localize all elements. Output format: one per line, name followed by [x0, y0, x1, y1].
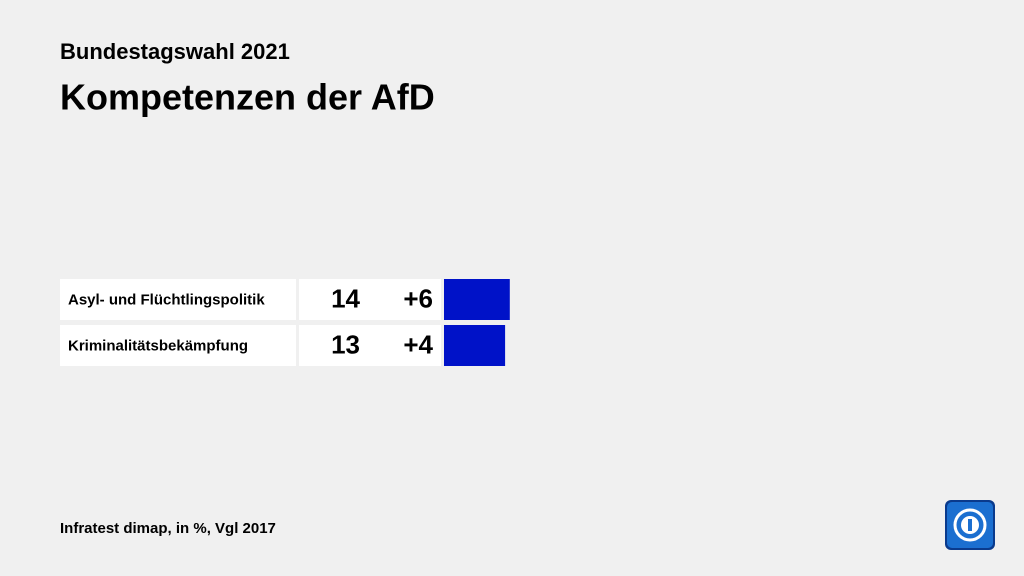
value-label: 14 — [331, 283, 360, 313]
change-label: +6 — [403, 283, 433, 313]
chart-subtitle: Bundestagswahl 2021 — [60, 39, 290, 64]
logo — [945, 500, 995, 550]
category-label: Asyl- und Flüchtlingspolitik — [68, 291, 265, 308]
value-cell — [299, 325, 441, 366]
label-cell — [60, 325, 296, 366]
category-label: Kriminalitätsbekämpfung — [68, 337, 248, 354]
chart-title: Kompetenzen der AfD — [60, 77, 435, 118]
bar — [444, 279, 510, 320]
change-label: +4 — [403, 329, 433, 359]
source: Infratest dimap, in %, Vgl 2017 — [60, 520, 276, 537]
label-cell — [60, 279, 296, 320]
value-cell — [299, 279, 441, 320]
bar — [444, 325, 506, 366]
value-label: 13 — [331, 329, 360, 359]
